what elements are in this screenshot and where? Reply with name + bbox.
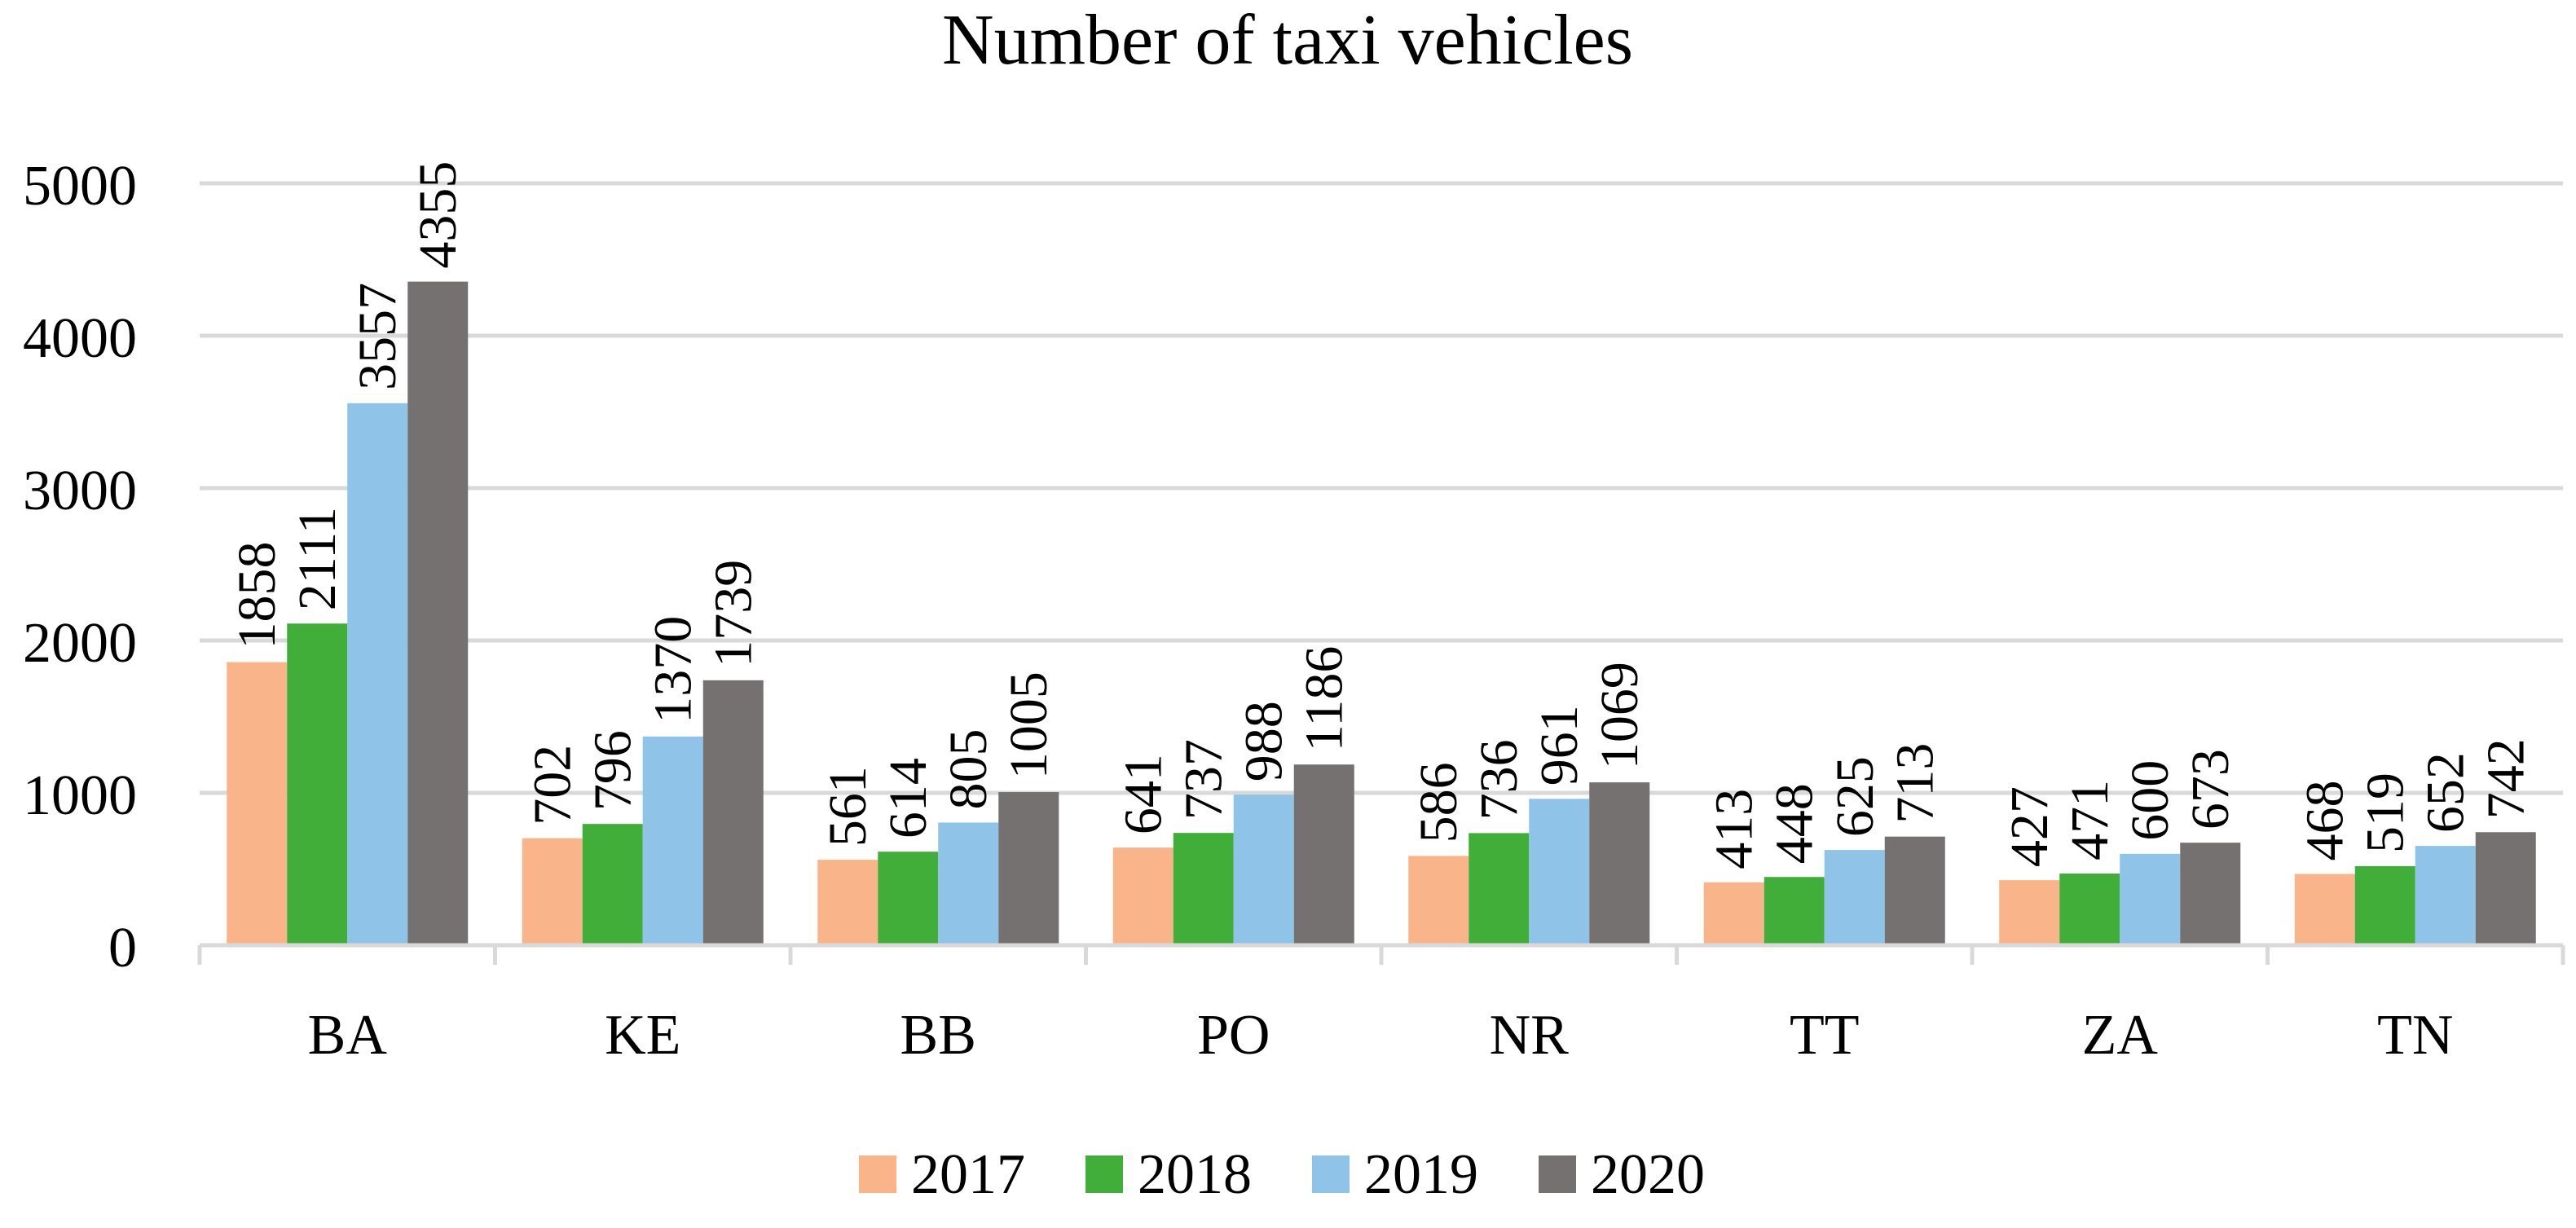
data-label-KE-2020: 1739: [704, 560, 764, 667]
gridlines: [200, 181, 2563, 795]
data-label-BA-2019: 3557: [348, 283, 407, 390]
data-label-ZA-2020: 673: [2181, 749, 2240, 830]
bar-TT-2018: [1764, 877, 1825, 945]
bar-TT-2019: [1824, 850, 1885, 945]
data-label-KE-2019: 1370: [644, 616, 703, 724]
x-tick-label-NR: NR: [1490, 1004, 1570, 1067]
data-label-NR-2017: 586: [1409, 762, 1469, 843]
bar-BB-2020: [998, 792, 1059, 945]
bar-TT-2017: [1703, 882, 1764, 945]
data-label-TN-2017: 468: [2296, 780, 2355, 860]
bar-KE-2020: [702, 680, 764, 945]
data-label-KE-2018: 796: [583, 730, 643, 811]
data-label-PO-2019: 988: [1235, 701, 1294, 781]
data-label-BB-2018: 614: [878, 758, 938, 838]
data-label-PO-2017: 641: [1114, 754, 1174, 834]
legend-label-2020: 2020: [1591, 1143, 1705, 1206]
y-tick-label-5000: 5000: [23, 155, 137, 218]
data-label-TT-2018: 448: [1765, 783, 1825, 864]
x-tick-label-TN: TN: [2377, 1004, 2453, 1067]
x-tick-label-BB: BB: [900, 1004, 976, 1067]
axes: 0 1000 2000 3000 4000 5000 BA KE BB PO NR TT ZA TN: [23, 155, 2565, 1067]
data-label-ZA-2019: 600: [2120, 760, 2180, 841]
data-label-PO-2018: 737: [1174, 739, 1234, 820]
bar-PO-2020: [1293, 764, 1354, 945]
legend-swatch-2018: [1085, 1155, 1123, 1193]
bar-ZA-2020: [2180, 843, 2241, 945]
legend-swatch-2019: [1312, 1155, 1350, 1193]
data-label-BA-2018: 2111: [288, 507, 347, 610]
data-label-TN-2020: 742: [2477, 738, 2536, 819]
bar-BA-2017: [227, 662, 288, 945]
data-label-TT-2020: 713: [1886, 743, 1945, 824]
bar-ZA-2017: [1999, 880, 2060, 945]
data-label-BA-2017: 1858: [227, 542, 287, 649]
bar-TN-2019: [2415, 846, 2476, 945]
bar-NR-2018: [1469, 833, 1530, 945]
y-tick-label-1000: 1000: [23, 764, 137, 827]
bar-BA-2020: [407, 281, 469, 945]
data-label-NR-2019: 961: [1530, 705, 1589, 786]
y-tick-label-0: 0: [108, 917, 137, 979]
data-label-NR-2018: 736: [1469, 739, 1529, 820]
bar-PO-2018: [1173, 833, 1234, 945]
bar-TN-2020: [2475, 832, 2536, 945]
y-tick-label-3000: 3000: [23, 460, 137, 522]
bar-BB-2018: [878, 852, 939, 945]
bars: [227, 281, 2536, 945]
legend-swatch-2017: [859, 1155, 896, 1193]
data-label-BB-2019: 805: [939, 728, 998, 809]
bar-BA-2019: [347, 403, 408, 945]
bar-BB-2019: [938, 822, 999, 945]
data-label-KE-2017: 702: [523, 745, 583, 825]
data-label-BB-2017: 561: [818, 766, 878, 847]
bar-NR-2020: [1589, 782, 1650, 945]
x-tick-label-BA: BA: [308, 1004, 388, 1067]
legend: 2017 2018 2019 2020: [859, 1143, 1705, 1206]
bar-BA-2018: [287, 623, 348, 945]
data-label-ZA-2018: 471: [2060, 780, 2120, 860]
x-tick-label-PO: PO: [1197, 1004, 1270, 1067]
data-label-NR-2020: 1069: [1590, 662, 1649, 769]
legend-label-2017: 2017: [911, 1143, 1025, 1206]
data-label-BA-2020: 4355: [408, 161, 468, 269]
legend-swatch-2020: [1539, 1155, 1576, 1193]
bar-PO-2019: [1233, 794, 1294, 945]
y-tick-label-2000: 2000: [23, 612, 137, 675]
bar-TN-2018: [2354, 865, 2415, 945]
data-label-PO-2020: 1186: [1295, 646, 1354, 752]
x-tick-label-TT: TT: [1790, 1004, 1860, 1067]
data-label-TN-2018: 519: [2356, 772, 2415, 853]
bar-KE-2019: [642, 736, 703, 945]
bar-ZA-2019: [2120, 853, 2181, 945]
x-tick-label-KE: KE: [605, 1004, 680, 1067]
x-tick-label-ZA: ZA: [2082, 1004, 2159, 1067]
data-label-ZA-2017: 427: [2000, 786, 2059, 867]
data-label-TN-2019: 652: [2416, 752, 2476, 833]
data-label-BB-2020: 1005: [999, 671, 1059, 779]
data-label-TT-2017: 413: [1705, 789, 1764, 869]
bar-PO-2017: [1112, 847, 1174, 945]
bar-BB-2017: [817, 860, 878, 945]
bar-TN-2017: [2294, 874, 2355, 945]
bar-TT-2020: [1884, 836, 1945, 945]
legend-label-2019: 2019: [1364, 1143, 1478, 1206]
legend-label-2018: 2018: [1138, 1143, 1252, 1206]
chart-title: Number of taxi vehicles: [942, 1, 1633, 80]
bar-ZA-2018: [2059, 873, 2120, 945]
bar-NR-2019: [1529, 799, 1590, 945]
data-label-TT-2019: 625: [1825, 756, 1885, 837]
bar-KE-2017: [522, 838, 583, 945]
bar-KE-2018: [582, 824, 643, 945]
y-tick-label-4000: 4000: [23, 307, 137, 370]
bar-NR-2017: [1408, 856, 1469, 945]
